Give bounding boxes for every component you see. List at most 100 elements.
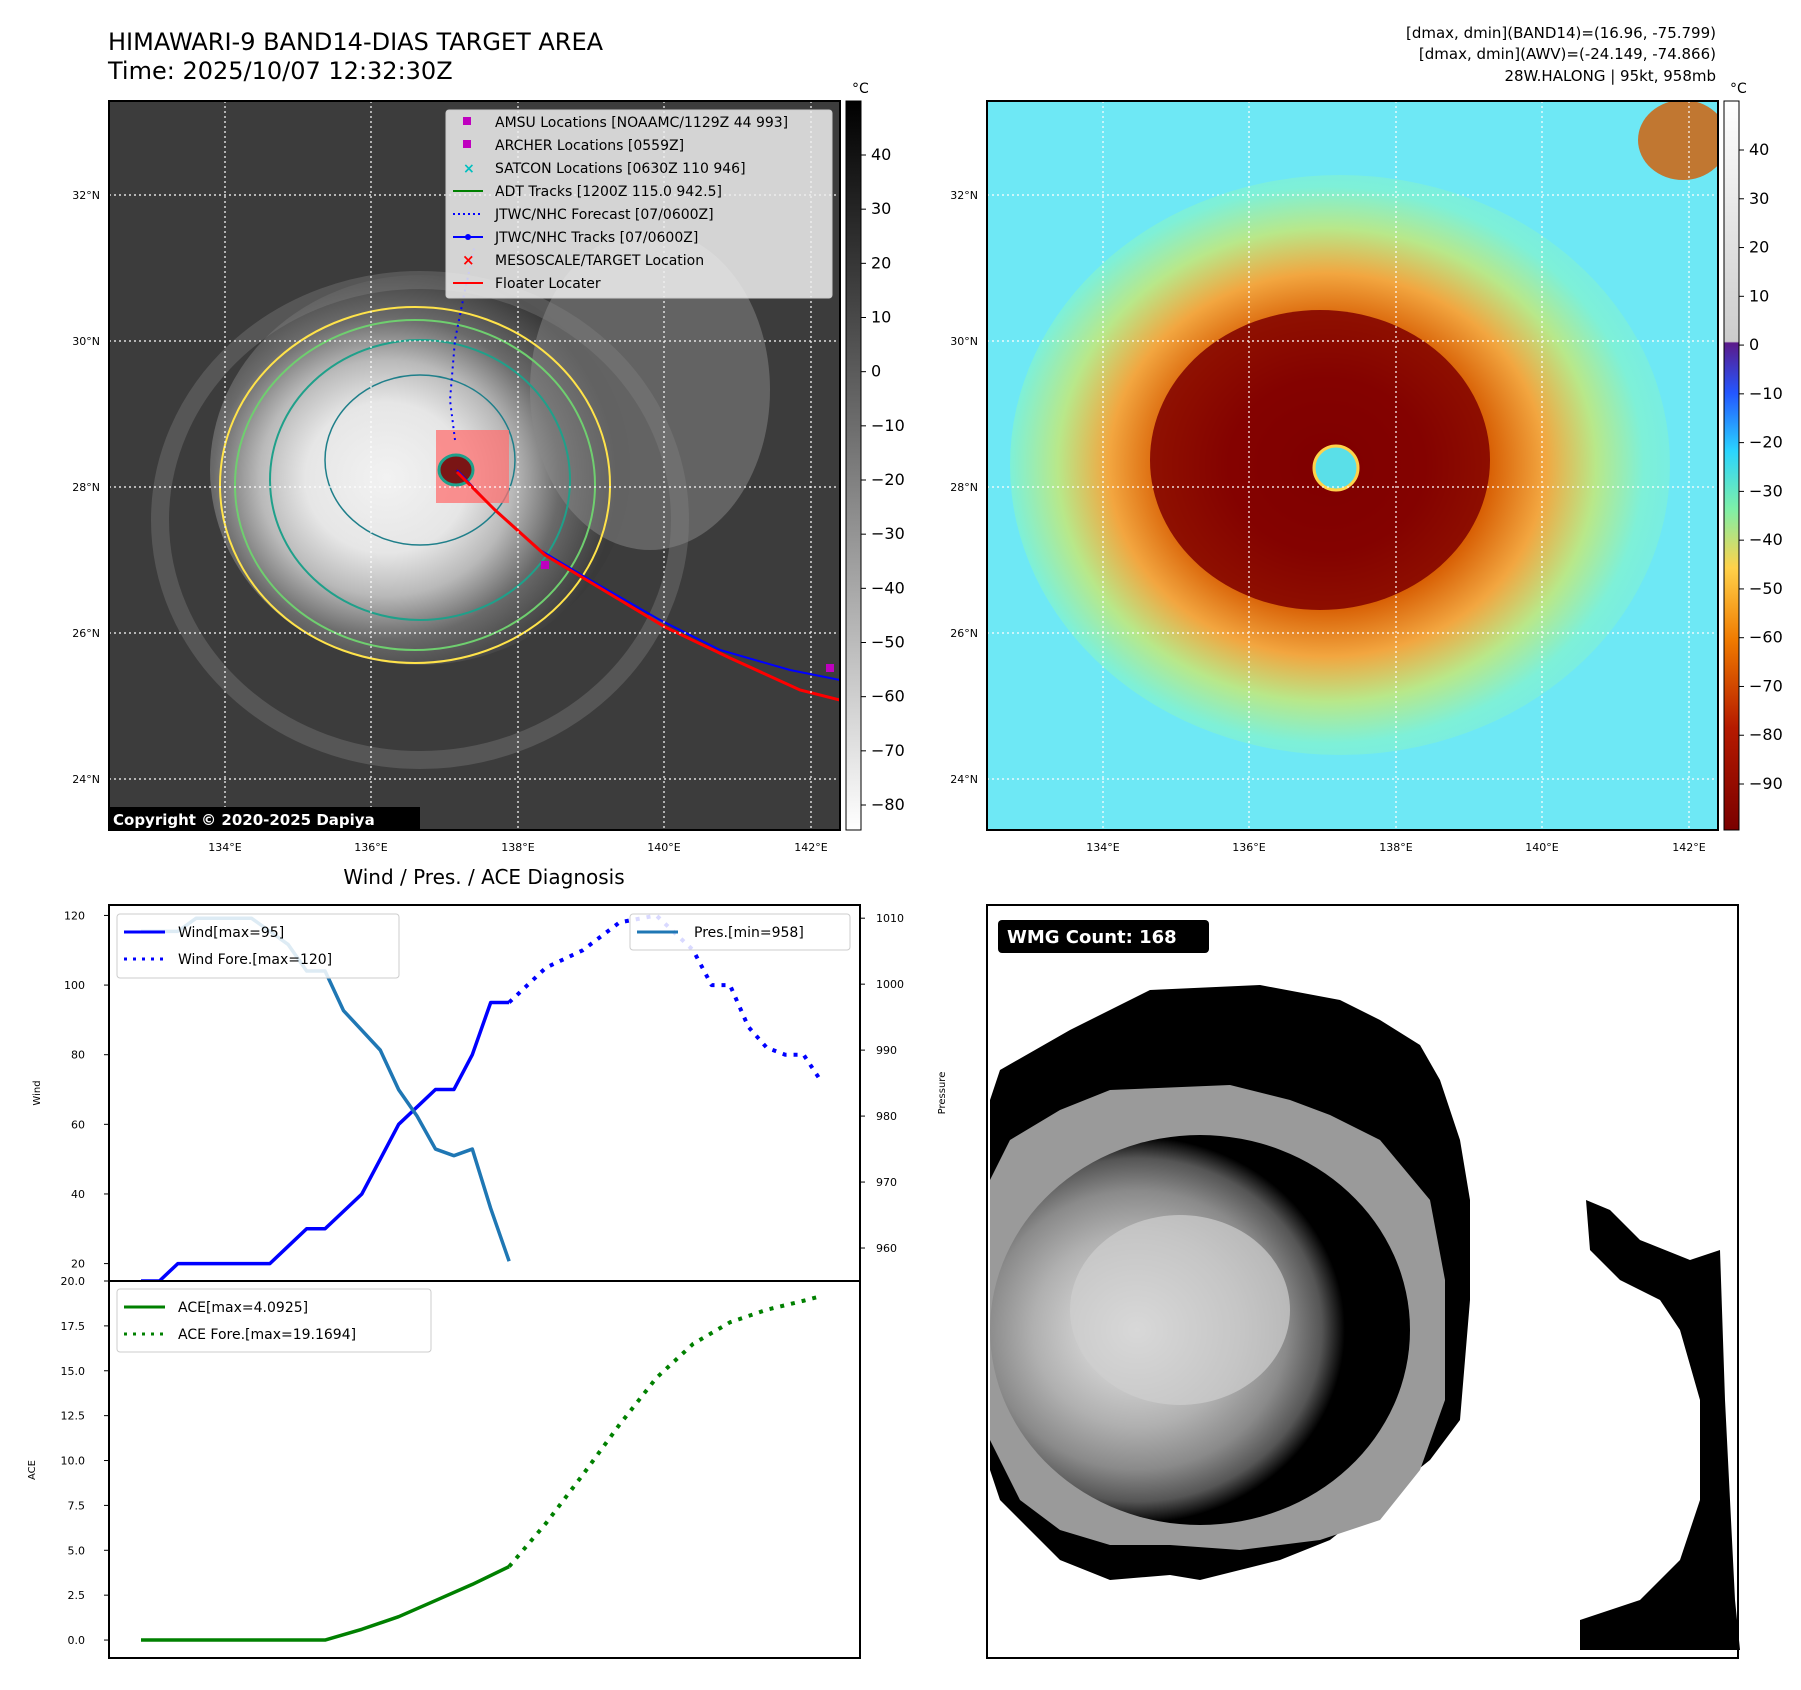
lon-tick: 134°E	[1086, 841, 1119, 854]
colorbar-tick-label: −20	[871, 470, 905, 489]
legend-satcon: SATCON Locations [0630Z 110 946]	[495, 161, 746, 177]
lon-tick: 140°E	[647, 841, 680, 854]
right-map: 32°N 30°N 28°N 26°N 24°N 134°E 136°E 138…	[950, 81, 1783, 854]
lon-tick: 138°E	[501, 841, 534, 854]
wmg-east-band	[1580, 1200, 1740, 1650]
lon-tick: 134°E	[208, 841, 241, 854]
wind-legend: Wind[max=95] Wind Fore.[max=120]	[116, 913, 400, 979]
contour-green	[234, 319, 596, 651]
contour-inner	[324, 374, 516, 546]
storm-info: 28W.HALONG | 95kt, 958mb	[1504, 67, 1716, 85]
lon-tick: 140°E	[1525, 841, 1558, 854]
legend-wind: Wind[max=95]	[178, 925, 284, 941]
dmax-awv: [dmax, dmin](AWV)=(-24.149, -74.866)	[1419, 45, 1716, 63]
wmg-panel: WMG Count: 168	[986, 904, 1740, 1659]
wmg-count-box	[998, 920, 1209, 953]
lat-tick: 28°N	[950, 481, 978, 494]
legend-archer-symbol	[463, 140, 471, 148]
grid-right	[987, 101, 1718, 830]
pres-ytick-label: 980	[876, 1110, 897, 1123]
pres-legend: Pres.[min=958]	[629, 913, 851, 951]
ace-ytick-label: 10.0	[61, 1455, 86, 1468]
colorbar-tick-label: 20	[1749, 238, 1769, 257]
colorbar-tick-label: 0	[1749, 335, 1759, 354]
wind-ylabel: Wind	[32, 1080, 43, 1105]
colorbar-tick-label: 10	[871, 308, 891, 327]
legend-pres: Pres.[min=958]	[694, 925, 804, 941]
colorbar-tick-label: −90	[1749, 774, 1783, 793]
ace-ytick-label: 7.5	[68, 1499, 86, 1512]
ace-ytick-label: 17.5	[61, 1320, 86, 1333]
left-map-frame	[108, 100, 841, 831]
left-colorbar-ticks: 40 30 20 10 0 −10 −20 −30 −40 −50 −60 −70 −80	[861, 145, 905, 814]
legend-floater: Floater Locater	[495, 276, 601, 292]
ace-legend: ACE[max=4.0925] ACE Fore.[max=19.1694]	[116, 1288, 432, 1353]
colorbar-tick-label: −50	[1749, 579, 1783, 598]
contour-yellow	[219, 306, 611, 664]
legend-amsu: AMSU Locations [NOAAMC/1129Z 44 993]	[495, 115, 788, 131]
pres-ytick-label: 1000	[876, 978, 904, 991]
series-line-ace	[141, 1565, 510, 1642]
colorbar-tick-label: −10	[1749, 384, 1783, 403]
left-colorbar-unit: °C	[852, 81, 869, 97]
pressure-ylabel: Pressure	[937, 1072, 948, 1115]
right-lon-ticks: 134°E 136°E 138°E 140°E 142°E	[1086, 841, 1705, 854]
right-lat-ticks: 32°N 30°N 28°N 26°N 24°N	[950, 189, 978, 786]
lat-tick: 24°N	[950, 773, 978, 786]
colorbar-tick-label: 40	[871, 145, 891, 164]
lat-tick: 32°N	[950, 189, 978, 202]
copyright: Copyright © 2020-2025 Dapiya	[113, 811, 375, 829]
lat-tick: 24°N	[72, 773, 100, 786]
colorbar-tick-label: −70	[1749, 676, 1783, 695]
colorbar-tick-label: −60	[871, 687, 905, 706]
diagnosis-title: Wind / Pres. / ACE Diagnosis	[343, 865, 624, 889]
lon-tick: 136°E	[354, 841, 387, 854]
wind-ytick-label: 40	[71, 1188, 85, 1201]
wind-ytick-label: 80	[71, 1049, 85, 1062]
colorbar-tick-label: −60	[1749, 628, 1783, 647]
right-colorbar	[1723, 100, 1740, 831]
wind-ytick-label: 60	[71, 1118, 85, 1131]
floater-track	[455, 470, 840, 702]
colorbar-tick-label: −40	[871, 578, 905, 597]
legend-forecast: JTWC/NHC Forecast [07/0600Z]	[494, 207, 714, 223]
colorbar-tick-label: −40	[1749, 530, 1783, 549]
ace-ytick-label: 5.0	[68, 1544, 86, 1557]
wind-ytick-label: 20	[71, 1258, 85, 1271]
left-colorbar	[845, 100, 862, 831]
ir-storm-cloud	[210, 275, 630, 665]
right-colorbar-ticks: 40 30 20 10 0 −10 −20 −30 −40 −50 −60 −70 −80 −90	[1739, 140, 1783, 793]
colorbar-tick-label: 30	[1749, 189, 1769, 208]
left-map: AMSU Locations [NOAAMC/1129Z 44 993] ARC…	[72, 81, 905, 854]
right-map-frame	[986, 100, 1719, 831]
figure-time: Time: 2025/10/07 12:32:30Z	[107, 57, 453, 85]
colorbar-tick-label: −80	[1749, 725, 1783, 744]
ace-plot: 0.0 2.5 5.0 7.5 10.0 12.5 15.0 17.5 20.0	[61, 1275, 823, 1647]
left-lon-ticks: 134°E 136°E 138°E 140°E 142°E	[208, 841, 827, 854]
series-line-wind-fore-	[507, 913, 824, 1084]
colorbar-tick-label: −30	[871, 524, 905, 543]
legend-target: MESOSCALE/TARGET Location	[495, 253, 704, 269]
ace-ytick-label: 15.0	[61, 1365, 86, 1378]
archer-marker	[826, 664, 834, 672]
contour-teal	[269, 339, 571, 621]
legend-amsu-symbol	[463, 117, 471, 125]
lat-tick: 26°N	[72, 627, 100, 640]
colorbar-tick-label: −30	[1749, 481, 1783, 500]
colorbar-tick-label: 30	[871, 199, 891, 218]
lat-tick: 28°N	[72, 481, 100, 494]
ace-ytick-label: 2.5	[68, 1589, 86, 1602]
awv-eye	[1312, 444, 1360, 492]
legend-ace: ACE[max=4.0925]	[178, 1300, 308, 1316]
ace-ytick-label: 20.0	[61, 1275, 86, 1288]
colorbar-tick-label: 10	[1749, 286, 1769, 305]
colorbar-tick-label: 0	[871, 362, 881, 381]
colorbar-tick-label: −20	[1749, 433, 1783, 452]
lon-tick: 136°E	[1232, 841, 1265, 854]
legend-ace-fore: ACE Fore.[max=19.1694]	[178, 1327, 356, 1343]
pres-ytick-label: 960	[876, 1242, 897, 1255]
lat-tick: 30°N	[950, 335, 978, 348]
colorbar-tick-label: −70	[871, 741, 905, 760]
ace-ytick-label: 12.5	[61, 1410, 86, 1423]
